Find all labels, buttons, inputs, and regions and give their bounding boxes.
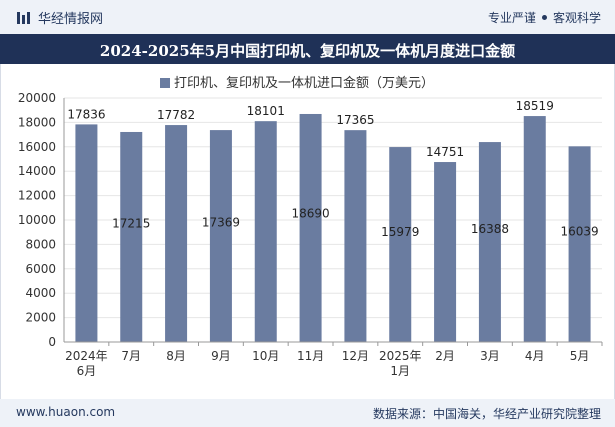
bar bbox=[75, 124, 98, 342]
brand-logo-icon bbox=[17, 11, 30, 24]
bar bbox=[165, 125, 188, 342]
header-tags: 专业严谨 客观科学 bbox=[488, 9, 601, 26]
y-tick-label: 2000 bbox=[25, 311, 56, 325]
x-tick-label: 9月 bbox=[211, 349, 231, 363]
x-tick-label: 2024年 bbox=[65, 349, 108, 363]
chart-title: 2024-2025年5月中国打印机、复印机及一体机月度进口金额 bbox=[99, 42, 516, 60]
website-url: www.huaon.com bbox=[16, 405, 116, 419]
data-label: 17215 bbox=[112, 217, 150, 231]
legend-swatch bbox=[160, 78, 170, 88]
legend-label: 打印机、复印机及一体机进口金额（万美元） bbox=[174, 75, 434, 91]
bars bbox=[75, 113, 591, 342]
x-tick-label: 7月 bbox=[121, 349, 141, 363]
bar bbox=[299, 113, 322, 342]
x-tick-label: 1月 bbox=[390, 364, 410, 378]
legend: 打印机、复印机及一体机进口金额（万美元） bbox=[160, 75, 434, 91]
y-tick-label: 20000 bbox=[18, 91, 56, 105]
y-tick-label: 10000 bbox=[18, 213, 56, 227]
title-bar: 2024-2025年5月中国打印机、复印机及一体机月度进口金额 bbox=[0, 34, 615, 64]
y-tick-label: 8000 bbox=[25, 237, 56, 251]
x-tick-label: 4月 bbox=[525, 349, 545, 363]
x-tick-label: 6月 bbox=[77, 364, 97, 378]
x-tick-label: 12月 bbox=[342, 349, 369, 363]
x-tick-label: 2025年 bbox=[379, 349, 422, 363]
brand: 华经情报网 bbox=[16, 8, 103, 27]
bar bbox=[389, 147, 412, 342]
data-label: 16388 bbox=[471, 222, 509, 236]
y-tick-label: 16000 bbox=[18, 140, 56, 154]
data-label: 15979 bbox=[381, 225, 419, 239]
x-tick-label: 8月 bbox=[166, 349, 186, 363]
data-source: 数据来源：中国海关，华经产业研究院整理 bbox=[372, 407, 601, 421]
data-label: 17365 bbox=[336, 113, 374, 127]
tag-professional: 专业严谨 bbox=[487, 11, 536, 25]
bar-chart: 打印机、复印机及一体机进口金额（万美元） 0 2000 4000 6000 8000 10… bbox=[18, 75, 603, 378]
y-tick-label: 6000 bbox=[25, 262, 56, 276]
footer-bar: www.huaon.com 数据来源：中国海关，华经产业研究院整理 bbox=[0, 399, 615, 427]
header-bar: 华经情报网 专业严谨 客观科学 bbox=[0, 0, 615, 34]
bar bbox=[523, 116, 546, 342]
x-tick-label: 3月 bbox=[480, 349, 500, 363]
y-tick-label: 4000 bbox=[25, 286, 56, 300]
x-tick-label: 5月 bbox=[570, 349, 590, 363]
data-label: 17782 bbox=[157, 108, 195, 122]
separator-dot-icon bbox=[541, 15, 547, 20]
bar bbox=[568, 146, 591, 342]
x-tick-label: 11月 bbox=[297, 349, 324, 363]
y-tick-label: 14000 bbox=[18, 164, 56, 178]
data-label: 18690 bbox=[291, 207, 329, 221]
tag-objective: 客观科学 bbox=[552, 11, 601, 25]
data-label: 18519 bbox=[516, 99, 554, 113]
data-label: 16039 bbox=[560, 224, 598, 238]
bar bbox=[209, 130, 232, 342]
x-tick-label: 2月 bbox=[435, 349, 455, 363]
bar bbox=[120, 131, 143, 342]
bar bbox=[478, 142, 501, 342]
bar bbox=[254, 121, 277, 342]
data-labels: 17836 17215 17782 17369 18101 18690 17365 15979… bbox=[67, 99, 598, 239]
x-tick-label: 10月 bbox=[252, 349, 279, 363]
data-label: 14751 bbox=[426, 145, 464, 159]
data-label: 17369 bbox=[202, 216, 240, 230]
y-tick-label: 0 bbox=[48, 335, 56, 349]
y-tick-label: 12000 bbox=[18, 189, 56, 203]
y-tick-label: 18000 bbox=[18, 115, 56, 129]
y-axis: 0 2000 4000 6000 8000 10000 12000 14000 16000 180… bbox=[18, 91, 65, 349]
brand-name: 华经情报网 bbox=[38, 12, 104, 27]
data-label: 18101 bbox=[247, 104, 285, 118]
data-label: 17836 bbox=[67, 107, 105, 121]
bar bbox=[434, 162, 457, 342]
bar bbox=[344, 130, 367, 342]
